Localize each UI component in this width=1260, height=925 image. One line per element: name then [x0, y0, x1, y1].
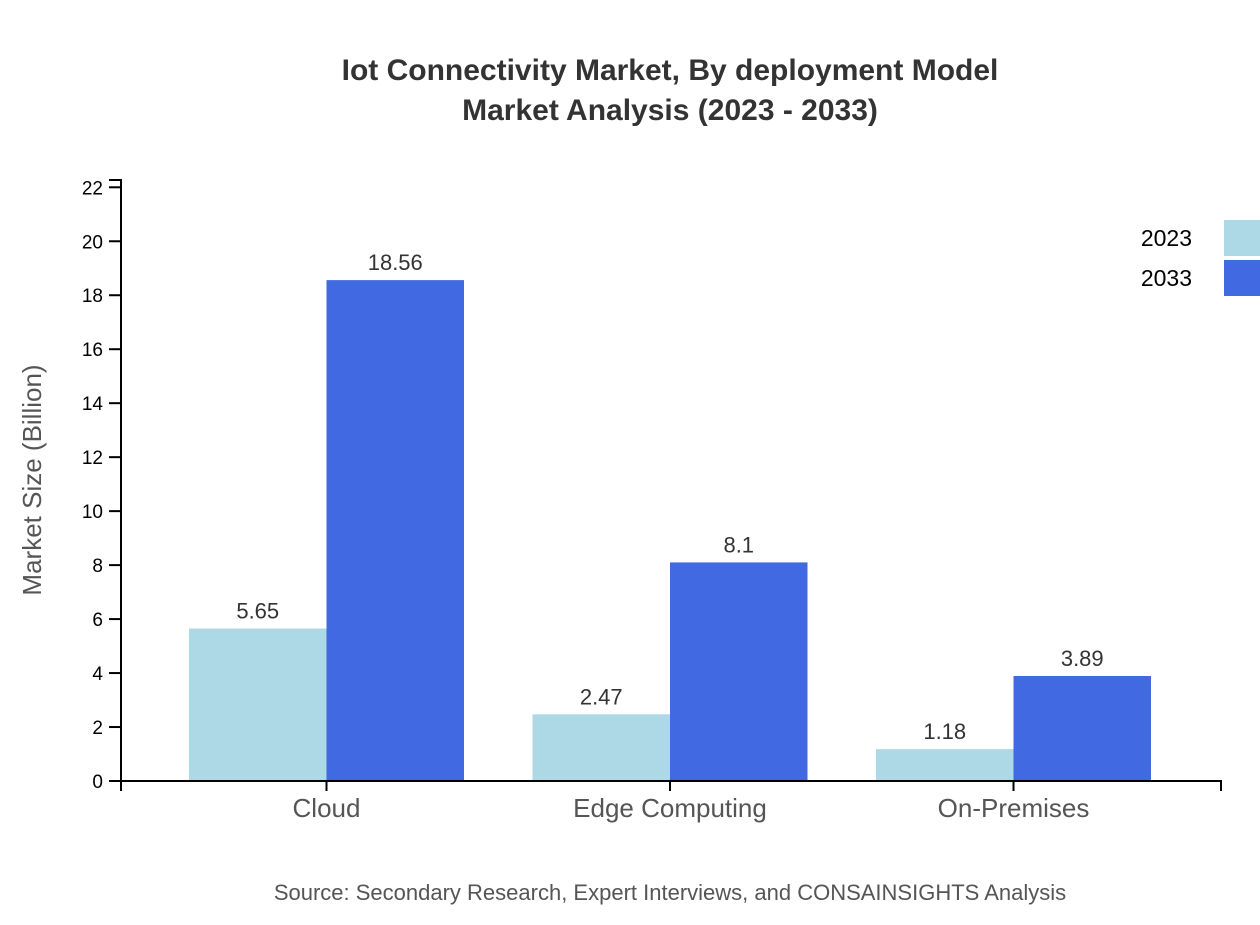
y-tick-label: 0: [92, 772, 103, 793]
y-tick-label: 14: [82, 394, 104, 415]
y-tick-label: 8: [92, 556, 103, 577]
y-tick-label: 18: [82, 286, 103, 307]
data-label: 5.65: [236, 599, 279, 624]
data-label: 2.47: [580, 684, 623, 709]
y-axis: [109, 179, 122, 782]
chart-title: Iot Connectivity Market, By deployment M…: [342, 54, 999, 87]
data-label: 18.56: [368, 250, 423, 275]
bar-2033-1: [670, 562, 808, 781]
x-tick-label: Edge Computing: [573, 793, 767, 823]
bar-2023-2: [876, 749, 1014, 781]
x-axis: [120, 780, 1222, 791]
y-tick-label: 4: [92, 664, 103, 685]
bar-2033-0: [326, 280, 464, 781]
y-axis-label: Market Size (Billion): [17, 364, 47, 595]
legend-label: 2023: [1141, 225, 1192, 251]
y-tick-label: 12: [82, 448, 103, 469]
chart-subtitle: Market Analysis (2023 - 2033): [462, 94, 878, 127]
bar-2023-1: [532, 714, 670, 781]
y-tick-label: 20: [82, 232, 103, 253]
data-label: 3.89: [1061, 646, 1104, 671]
legend-swatch-2023: [1224, 220, 1260, 256]
data-label: 1.18: [923, 719, 966, 744]
y-tick-label: 22: [82, 178, 103, 199]
data-label: 8.1: [723, 532, 754, 557]
y-tick-label: 6: [92, 610, 103, 631]
bar-2023-0: [189, 628, 327, 781]
y-tick-label: 10: [82, 502, 103, 523]
x-tick-label: Cloud: [293, 793, 361, 823]
y-tick-label: 16: [82, 340, 103, 361]
legend-label: 2033: [1141, 265, 1192, 291]
source-note: Source: Secondary Research, Expert Inter…: [274, 880, 1066, 905]
x-tick-label: On-Premises: [938, 793, 1090, 823]
bar-2033-2: [1013, 676, 1151, 781]
y-tick-label: 2: [92, 718, 103, 739]
legend-swatch-2033: [1224, 260, 1260, 296]
